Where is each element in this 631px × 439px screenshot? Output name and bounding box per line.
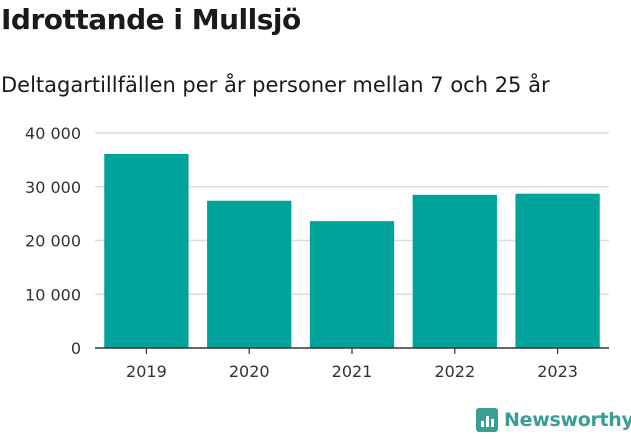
bar bbox=[104, 153, 189, 348]
bar-chart: 0 10 000 20 000 30 000 40 000 2019 2020 2021 202… bbox=[25, 124, 609, 381]
y-tick-label: 0 bbox=[71, 339, 81, 358]
y-tick-label: 30 000 bbox=[25, 178, 81, 197]
chart-subtitle: Deltagartillfällen per år personer mella… bbox=[1, 73, 550, 97]
bar bbox=[309, 221, 395, 348]
x-tick-label: 2020 bbox=[229, 362, 270, 381]
x-tick-label: 2023 bbox=[537, 362, 578, 381]
x-tick-label: 2021 bbox=[332, 362, 373, 381]
bar bbox=[515, 193, 600, 348]
y-tick-label: 10 000 bbox=[25, 285, 81, 304]
bar bbox=[412, 194, 497, 348]
y-tick-label: 40 000 bbox=[25, 124, 81, 143]
x-tick-label: 2022 bbox=[434, 362, 475, 381]
y-tick-label: 20 000 bbox=[25, 232, 81, 251]
newsworthy-logo-icon bbox=[476, 408, 498, 432]
brand-name: Newsworthy bbox=[504, 409, 631, 431]
brand: Newsworthy bbox=[476, 408, 631, 432]
x-tick-label: 2019 bbox=[126, 362, 167, 381]
bar bbox=[207, 200, 292, 348]
chart-title: Idrottande i Mullsjö bbox=[1, 3, 301, 36]
